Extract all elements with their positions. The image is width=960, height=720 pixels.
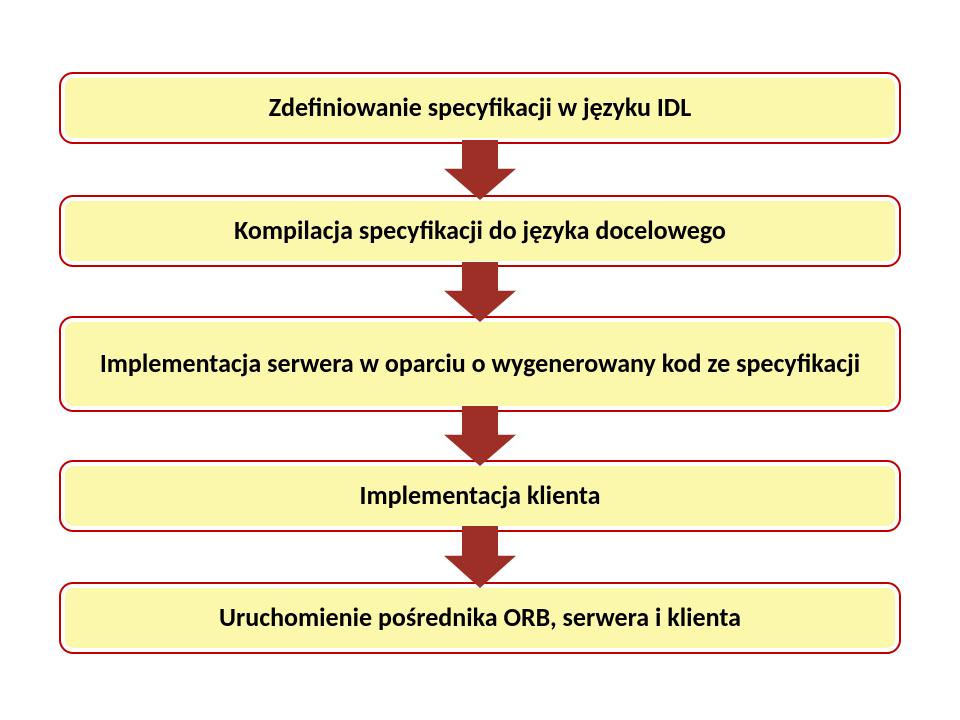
flowchart-canvas: Zdefiniowanie specyfikacji w języku IDL … bbox=[0, 0, 960, 720]
step-label: Implementacja klienta bbox=[360, 481, 601, 511]
step-box: Kompilacja specyfikacji do języka docelo… bbox=[59, 195, 901, 267]
step-box: Uruchomienie pośrednika ORB, serwera i k… bbox=[59, 582, 901, 654]
down-arrow-icon bbox=[444, 406, 516, 466]
step-label: Implementacja serwera w oparciu o wygene… bbox=[100, 349, 860, 379]
step-box: Implementacja serwera w oparciu o wygene… bbox=[59, 316, 901, 412]
step-label: Kompilacja specyfikacji do języka docelo… bbox=[234, 216, 726, 246]
down-arrow-icon bbox=[444, 140, 516, 200]
step-label: Zdefiniowanie specyfikacji w języku IDL bbox=[269, 93, 691, 123]
step-box: Implementacja klienta bbox=[59, 460, 901, 532]
step-label: Uruchomienie pośrednika ORB, serwera i k… bbox=[219, 603, 741, 633]
down-arrow-icon bbox=[444, 262, 516, 322]
step-box: Zdefiniowanie specyfikacji w języku IDL bbox=[59, 72, 901, 144]
down-arrow-icon bbox=[444, 526, 516, 588]
